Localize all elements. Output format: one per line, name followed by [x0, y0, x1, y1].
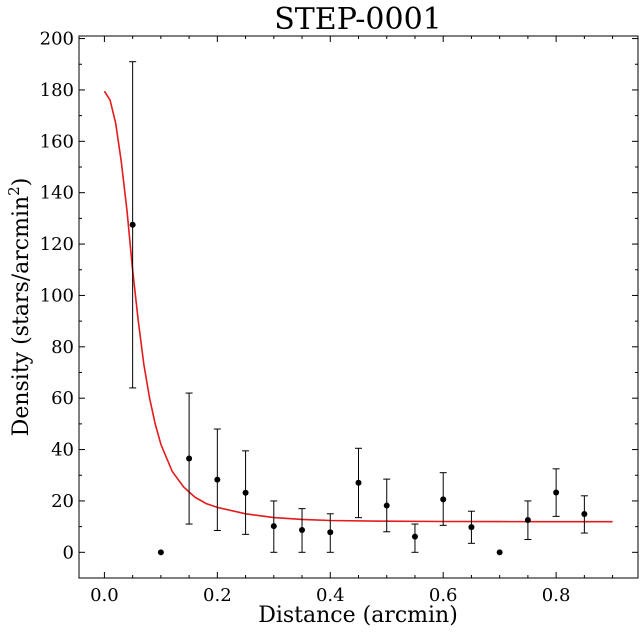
x-tick-label: 0.2	[203, 585, 232, 606]
data-point	[524, 516, 531, 523]
y-tick-label: 60	[51, 388, 74, 409]
plot-area: 0.0 0.2 0.4 0.6 0.8 0 20 40 60 80 100 120 140 160 180…	[40, 29, 639, 606]
data-point	[214, 476, 221, 483]
x-axis-title: Distance (arcmin)	[258, 603, 458, 628]
y-tick-label: 180	[40, 80, 74, 101]
data-point	[496, 549, 503, 556]
data-point	[411, 533, 418, 540]
y-axis-title-close: )	[9, 178, 34, 187]
data-point	[355, 479, 362, 486]
data-point	[270, 523, 277, 530]
point-layer	[129, 61, 588, 556]
y-axis-title-base: Density (stars/arcmin	[9, 196, 34, 437]
y-axis-title: Density (stars/arcmin2)	[5, 178, 34, 437]
y-tick-label: 200	[40, 29, 74, 50]
y-tick-label: 120	[40, 234, 74, 255]
data-point	[186, 455, 193, 462]
y-tick-label: 80	[51, 337, 74, 358]
data-point	[553, 489, 560, 496]
data-point	[468, 524, 475, 531]
data-point	[157, 549, 164, 556]
y-tick-label: 20	[51, 491, 74, 512]
y-axis-title-superscript: 2	[5, 186, 23, 196]
x-tick-label: 0.6	[429, 585, 458, 606]
chart-title: STEP-0001	[274, 2, 442, 37]
y-tick-label: 40	[51, 440, 74, 461]
x-axis: 0.0 0.2 0.4 0.6 0.8	[90, 36, 614, 606]
data-point	[129, 221, 136, 228]
x-tick-label: 0.8	[542, 585, 571, 606]
data-point	[299, 526, 306, 533]
data-point	[440, 496, 447, 503]
data-point	[581, 511, 588, 518]
y-tick-label: 140	[40, 183, 74, 204]
data-point	[383, 502, 390, 509]
data-point	[242, 489, 249, 496]
y-tick-label: 160	[40, 131, 74, 152]
y-tick-label: 100	[40, 285, 74, 306]
y-axis: 0 20 40 60 80 100 120 140 160 180 200	[40, 29, 638, 563]
x-tick-label: 0.0	[90, 585, 119, 606]
data-point	[327, 529, 334, 536]
y-tick-label: 0	[63, 542, 74, 563]
x-tick-label: 0.4	[316, 585, 345, 606]
